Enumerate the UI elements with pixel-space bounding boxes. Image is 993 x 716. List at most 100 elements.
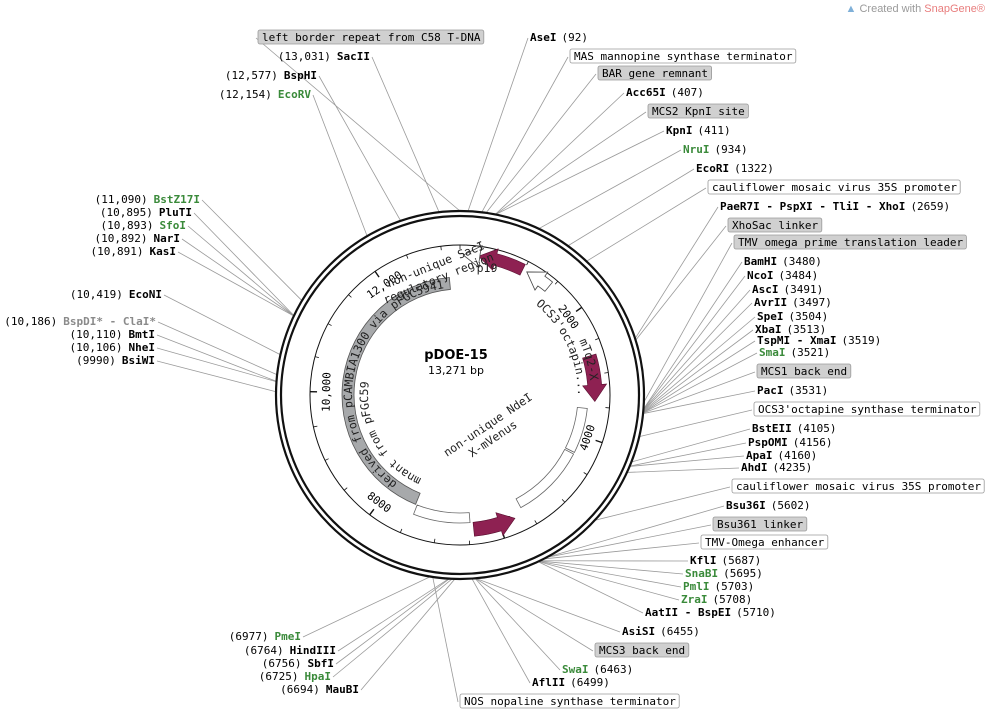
feature-box	[731, 478, 985, 494]
site-text: ZraI (5708)	[681, 593, 752, 606]
site-label-hindiii[interactable]: (6764) HindIII	[244, 644, 336, 657]
site-label-paer7i-pspxi-tlii-xhoi[interactable]: PaeR7I - PspXI - TliI - XhoI (2659)	[720, 200, 950, 213]
site-label-sacii[interactable]: (13,031) SacII	[278, 50, 370, 63]
site-label-bspdi-clai[interactable]: (10,186) BspDI* - ClaI*	[4, 315, 156, 328]
ruler-tick	[327, 323, 332, 326]
feature-label-mcs2-kpni-site[interactable]: MCS2 KpnI site	[647, 103, 749, 119]
enzyme-name: NarI	[154, 232, 181, 245]
site-label-zrai[interactable]: ZraI (5708)	[681, 593, 752, 606]
feature-box	[727, 217, 823, 233]
site-label-bsphi[interactable]: (12,577) BspHI	[225, 69, 317, 82]
feature-label-xhosac-linker[interactable]: XhoSac linker	[727, 217, 823, 233]
leader-line	[371, 56, 440, 213]
site-label-spei[interactable]: SpeI (3504)	[757, 310, 828, 323]
site-label-nari[interactable]: (10,892) NarI	[95, 232, 180, 245]
leader-line	[318, 75, 401, 222]
enzyme-name: EcoNI	[129, 288, 162, 301]
site-label-bsu36i[interactable]: Bsu36I (5602)	[726, 499, 811, 512]
feature-label-mcs3-back-end[interactable]: MCS3 back end	[594, 642, 690, 658]
site-label-pluti[interactable]: (10,895) PluTI	[100, 206, 192, 219]
site-label-ecori[interactable]: EcoRI (1322)	[696, 162, 774, 175]
site-label-paci[interactable]: PacI (3531)	[757, 384, 828, 397]
site-label-sfoi[interactable]: (10,893) SfoI	[101, 219, 186, 232]
enzyme-position: (5708)	[713, 593, 753, 606]
site-label-tspmi-xmai[interactable]: TspMI - XmaI (3519)	[757, 334, 881, 347]
feature-label-left-border-repeat-from-c58-t-dna[interactable]: left border repeat from C58 T-DNA	[257, 29, 485, 45]
leader-line	[337, 578, 450, 652]
site-label-aatii-bspei[interactable]: AatII - BspEI (5710)	[645, 606, 776, 619]
bar-remnant-small-arrow	[526, 271, 554, 292]
site-label-smai[interactable]: SmaI (3521)	[759, 346, 830, 359]
site-label-apai[interactable]: ApaI (4160)	[746, 449, 817, 462]
feature-text: cauliflower mosaic virus 35S promoter	[736, 480, 981, 493]
site-label-ecorv[interactable]: (12,154) EcoRV	[219, 88, 311, 101]
site-label-swai[interactable]: SwaI (6463)	[562, 663, 633, 676]
leader-line	[629, 442, 747, 467]
site-label-bmti[interactable]: (10,110) BmtI	[70, 328, 155, 341]
site-label-bsteii[interactable]: BstEII (4105)	[752, 422, 837, 435]
site-label-avrii[interactable]: AvrII (3497)	[754, 296, 832, 309]
enzyme-name: Bsu36I	[726, 499, 766, 512]
leader-line	[631, 428, 751, 463]
p19-label: p19	[477, 261, 498, 275]
site-label-acc65i[interactable]: Acc65I (407)	[626, 86, 704, 99]
site-label-kpni[interactable]: KpnI (411)	[666, 124, 731, 137]
site-label-nrui[interactable]: NruI (934)	[683, 143, 748, 156]
feature-label-bsu361-linker[interactable]: Bsu361 linker	[712, 516, 808, 532]
site-label-bstz17i[interactable]: (11,090) BstZ17I	[95, 193, 200, 206]
feature-label-nos-nopaline-synthase-terminator[interactable]: NOS nopaline synthase terminator	[459, 693, 680, 709]
leader-line	[495, 111, 647, 215]
site-label-ncoi[interactable]: NcoI (3484)	[747, 269, 818, 282]
site-label-econi[interactable]: (10,419) EcoNI	[70, 288, 162, 301]
feature-label-cauliflower-mosaic-virus-35s-promoter[interactable]: cauliflower mosaic virus 35S promoter	[707, 179, 961, 195]
site-label-xbai[interactable]: XbaI (3513)	[755, 323, 826, 336]
site-label-snabi[interactable]: SnaBI (5695)	[685, 567, 763, 580]
site-text: (6725) HpaI	[259, 670, 331, 683]
feature-label-tmv-omega-prime-translation-leader[interactable]: TMV omega prime translation leader	[733, 234, 967, 250]
feature-label-cauliflower-mosaic-virus-35s-promoter[interactable]: cauliflower mosaic virus 35S promoter	[731, 478, 985, 494]
site-label-asisi[interactable]: AsiSI (6455)	[622, 625, 700, 638]
site-label-ahdi[interactable]: AhdI (4235)	[741, 461, 812, 474]
site-label-nhei[interactable]: (10,106) NheI	[70, 341, 155, 354]
site-label-kfli[interactable]: KflI (5687)	[690, 554, 761, 567]
site-label-sbfi[interactable]: (6756) SbfI	[262, 657, 334, 670]
enzyme-name: AscI	[752, 283, 779, 296]
feature-label-tmv-omega-enhancer[interactable]: TMV-Omega enhancer	[700, 534, 829, 550]
site-label-hpai[interactable]: (6725) HpaI	[259, 670, 331, 683]
site-text: (11,090) BstZ17I	[95, 193, 200, 206]
feature-label-mas-mannopine-synthase-terminator[interactable]: MAS mannopine synthase terminator	[569, 48, 797, 64]
ruler-tick	[399, 528, 403, 533]
site-text: (10,106) NheI	[70, 341, 155, 354]
site-label-kasi[interactable]: (10,891) KasI	[91, 245, 176, 258]
credit-brand: SnapGene®	[924, 3, 985, 15]
site-label-pspomi[interactable]: PspOMI (4156)	[748, 436, 833, 449]
site-label-maubi[interactable]: (6694) MauBI	[280, 683, 359, 696]
enzyme-name: PacI	[757, 384, 784, 397]
leader-line	[360, 578, 456, 691]
feature-label-bar-gene-remnant[interactable]: BAR gene remnant	[597, 65, 712, 81]
regulatory-small-arrow	[462, 244, 483, 269]
enzyme-position: (1322)	[734, 162, 774, 175]
feature-label-ocs3-octapine-synthase-terminator[interactable]: OCS3'octapine synthase terminator	[753, 401, 981, 417]
site-label-bamhi[interactable]: BamHI (3480)	[744, 255, 822, 268]
enzyme-name: EcoRI	[696, 162, 729, 175]
mvenus-arrow	[472, 512, 516, 537]
site-label-asci[interactable]: AscI (3491)	[752, 283, 823, 296]
site-text: PacI (3531)	[757, 384, 828, 397]
feature-box	[569, 48, 797, 64]
site-label-pmli[interactable]: PmlI (5703)	[683, 580, 754, 593]
enzyme-name: NheI	[129, 341, 156, 354]
site-label-bsiwi[interactable]: (9990) BsiWI	[76, 354, 155, 367]
leader-line	[156, 347, 277, 383]
leader-line	[485, 73, 597, 214]
feature-text: OCS3'octapine synthase terminator	[758, 403, 977, 416]
site-label-asei[interactable]: AseI (92)	[530, 31, 588, 44]
leader-line	[495, 130, 665, 215]
leader-line	[642, 390, 756, 414]
site-label-aflii[interactable]: AflII (6499)	[532, 676, 610, 689]
site-text: AvrII (3497)	[754, 296, 832, 309]
feature-label-mcs1-back-end[interactable]: MCS1 back end	[756, 363, 852, 379]
enzyme-name: AatII - BspEI	[645, 606, 731, 619]
site-label-pmei[interactable]: (6977) PmeI	[229, 630, 301, 643]
enzyme-name: BstZ17I	[154, 193, 200, 206]
